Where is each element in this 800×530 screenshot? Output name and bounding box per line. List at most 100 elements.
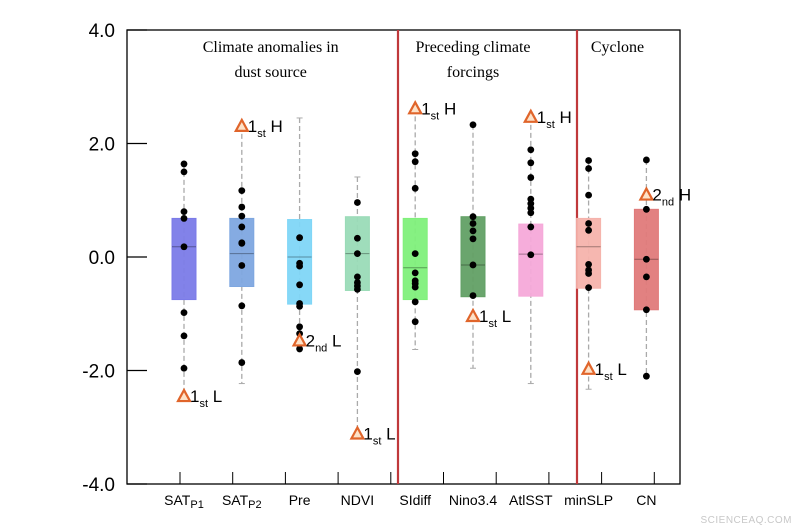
y-tick-label: -4.0 xyxy=(82,475,115,496)
extreme-marker-label: 1st L xyxy=(595,360,627,383)
data-point xyxy=(585,191,592,199)
data-point xyxy=(643,255,650,263)
data-point xyxy=(411,269,419,277)
data-point xyxy=(180,309,188,317)
extreme-marker-triangle xyxy=(349,425,366,440)
data-point xyxy=(180,160,188,168)
extreme-marker-triangle xyxy=(465,307,481,323)
data-point xyxy=(411,184,419,192)
box-iqr xyxy=(287,219,313,305)
extreme-marker-triangle xyxy=(176,387,192,403)
data-point xyxy=(238,359,246,366)
x-tick-label: AtlSST xyxy=(509,492,553,508)
y-tick-label: -2.0 xyxy=(82,362,115,383)
data-point xyxy=(296,302,303,310)
box-satp1: 1st L xyxy=(171,160,222,410)
extreme-marker-triangle xyxy=(233,117,250,133)
data-point xyxy=(354,250,361,257)
watermark: SCIENCEAQ.COM xyxy=(700,515,792,526)
data-point xyxy=(238,203,246,211)
data-point xyxy=(238,187,246,195)
data-point xyxy=(469,261,477,269)
data-point xyxy=(411,318,419,326)
data-point xyxy=(585,284,592,292)
extreme-marker-triangle xyxy=(291,332,308,347)
data-point xyxy=(238,239,246,247)
extreme-marker-label: 1st H xyxy=(248,117,283,140)
data-point xyxy=(469,227,477,235)
data-point xyxy=(585,226,592,234)
data-point xyxy=(296,234,303,242)
data-point xyxy=(354,368,361,376)
extreme-marker-label: 1st L xyxy=(363,424,395,447)
extreme-marker-label: 1st H xyxy=(421,99,456,122)
extreme-marker-label: 1st L xyxy=(190,387,222,410)
section-title: Preceding climate xyxy=(415,39,530,56)
data-point xyxy=(296,281,303,289)
box-iqr xyxy=(518,223,544,297)
extreme-marker-triangle xyxy=(580,360,597,375)
extreme-marker-triangle xyxy=(638,186,655,201)
data-point xyxy=(469,292,477,299)
data-point xyxy=(527,146,535,154)
data-point xyxy=(585,157,592,164)
box-minslp: 1st L xyxy=(576,157,627,390)
box-satp2: 1st H xyxy=(229,117,283,385)
data-point xyxy=(469,220,477,227)
data-point xyxy=(469,235,477,243)
data-point xyxy=(643,372,650,380)
data-point xyxy=(411,283,419,291)
data-point xyxy=(527,159,535,167)
x-tick-label: SATP1 xyxy=(164,492,204,511)
data-point xyxy=(527,223,535,231)
data-point xyxy=(411,158,419,166)
data-point xyxy=(238,302,246,310)
data-point xyxy=(180,208,188,216)
data-point xyxy=(527,209,535,217)
x-tick-label: CN xyxy=(636,492,656,508)
data-point xyxy=(296,323,303,331)
data-point xyxy=(180,168,188,176)
section-title: Climate anomalies in xyxy=(203,39,339,56)
x-tick-label: Pre xyxy=(289,492,311,508)
data-point xyxy=(354,199,361,206)
data-point xyxy=(180,332,188,340)
data-point xyxy=(411,298,419,306)
box-ndvi: 1st L xyxy=(344,176,396,447)
data-point xyxy=(354,234,361,242)
y-tick-label: 4.0 xyxy=(89,21,115,42)
x-tick-label: SIdiff xyxy=(399,492,431,508)
data-point xyxy=(643,306,650,314)
section-title: Cyclone xyxy=(591,39,644,56)
x-tick-label: SATP2 xyxy=(222,492,262,511)
section-title: dust source xyxy=(234,64,306,81)
box-sidiff: 1st H xyxy=(402,99,456,351)
y-tick-label: 0.0 xyxy=(89,248,115,269)
data-point xyxy=(585,165,592,172)
box-iqr xyxy=(171,217,197,301)
data-point xyxy=(585,260,592,268)
data-point xyxy=(411,250,419,257)
x-tick-label: NDVI xyxy=(341,492,374,508)
box-cn: 2nd H xyxy=(633,156,691,380)
data-point xyxy=(180,364,188,372)
extreme-marker-label: 2nd H xyxy=(652,186,691,209)
box-atlsst: 1st H xyxy=(518,108,572,385)
section-title: forcings xyxy=(447,64,499,81)
data-point xyxy=(354,273,361,281)
data-point xyxy=(527,174,535,181)
data-point xyxy=(643,156,650,164)
data-point xyxy=(238,223,246,231)
data-point xyxy=(238,212,246,220)
extreme-marker-label: 1st L xyxy=(479,307,511,330)
extreme-marker-triangle xyxy=(407,100,424,115)
data-point xyxy=(296,262,303,270)
x-tick-label: minSLP xyxy=(564,492,613,508)
extreme-marker-triangle xyxy=(522,108,539,123)
data-point xyxy=(643,205,650,213)
extreme-marker-label: 1st H xyxy=(537,108,572,131)
data-point xyxy=(296,345,303,353)
data-point xyxy=(180,243,188,251)
y-tick-label: 2.0 xyxy=(89,135,115,156)
